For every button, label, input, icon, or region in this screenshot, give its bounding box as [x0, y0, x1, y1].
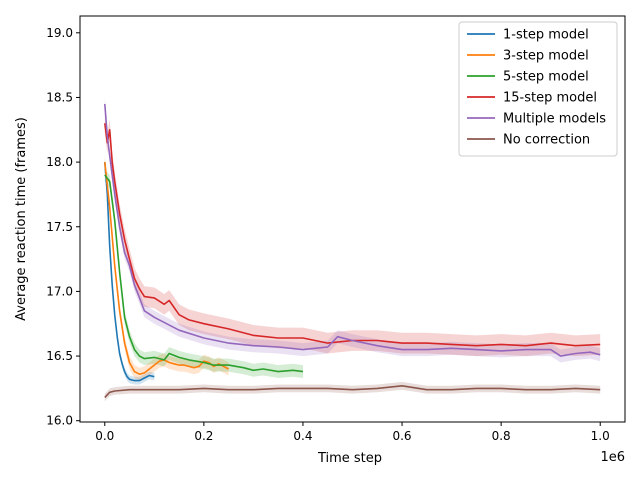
x-tick-label: 0.0 — [95, 429, 114, 443]
x-tick-label: 0.6 — [392, 429, 411, 443]
x-offset-label: 1e6 — [600, 450, 625, 465]
legend: 1-step model 3-step model 5-step model 15-s… — [458, 21, 618, 157]
legend-box — [458, 21, 618, 157]
line-15-step-model — [104, 123, 601, 347]
band-3-step-model — [104, 155, 229, 381]
y-tick-label: 19.0 — [46, 26, 73, 40]
legend-label: 1-step model — [503, 28, 589, 43]
line-5-step-model — [104, 174, 304, 373]
y-tick-label: 18.0 — [46, 155, 73, 169]
confidence-bands — [104, 97, 601, 402]
line-multiple-models — [104, 103, 601, 357]
y-axis: 16.0 16.5 17.0 17.5 18.0 18.5 19.0 — [46, 26, 80, 428]
line-3-step-model — [104, 162, 229, 376]
x-tick-label: 0.2 — [194, 429, 213, 443]
series-lines — [104, 103, 601, 398]
plot-frame — [79, 15, 626, 423]
legend-label: 3-step model — [503, 49, 589, 64]
legend-label: 15-step model — [503, 91, 597, 106]
legend-label: 5-step model — [503, 70, 589, 85]
x-tick-label: 1.0 — [591, 429, 610, 443]
legend-label: No correction — [503, 133, 590, 148]
y-axis-label: Average reaction time (frames) — [14, 117, 29, 321]
line-no-correction — [104, 384, 601, 398]
y-tick-label: 17.5 — [46, 220, 73, 234]
y-tick-label: 18.5 — [46, 90, 73, 104]
x-axis: 0.0 0.2 0.4 0.6 0.8 1.0 — [95, 422, 610, 443]
legend-label: Multiple models — [503, 112, 606, 127]
band-no-correction — [104, 381, 601, 402]
x-tick-label: 0.4 — [293, 429, 312, 443]
line-1-step-model — [104, 162, 155, 382]
x-axis-label: Time step — [317, 451, 382, 466]
y-tick-label: 16.0 — [46, 414, 73, 428]
y-tick-label: 17.0 — [46, 284, 73, 298]
x-tick-label: 0.8 — [492, 429, 511, 443]
y-tick-label: 16.5 — [46, 349, 73, 363]
